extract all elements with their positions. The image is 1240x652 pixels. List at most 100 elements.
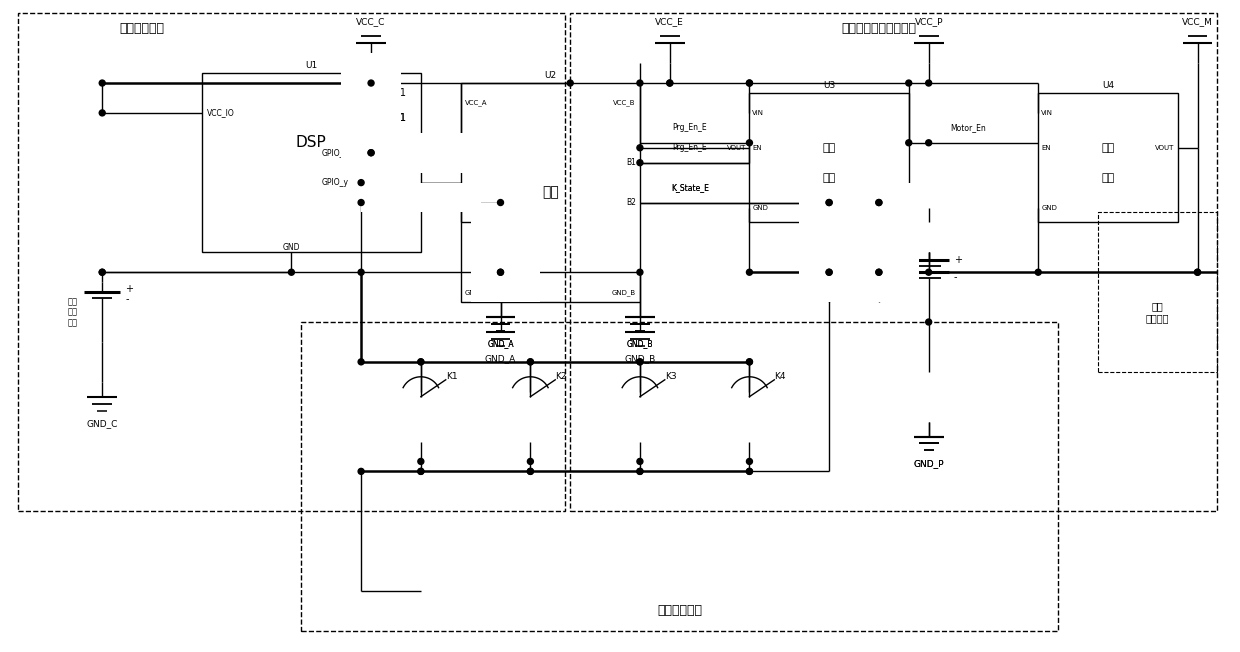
Circle shape bbox=[905, 140, 911, 146]
Text: GND: GND bbox=[283, 243, 300, 252]
Text: GND_B: GND_B bbox=[624, 354, 656, 363]
Circle shape bbox=[368, 80, 374, 86]
Circle shape bbox=[99, 269, 105, 275]
Circle shape bbox=[826, 269, 832, 275]
Text: 调焦控制机构: 调焦控制机构 bbox=[657, 604, 702, 617]
Circle shape bbox=[826, 200, 832, 205]
Bar bbox=[867, 213, 892, 252]
Text: Prg_En_E: Prg_En_E bbox=[672, 123, 707, 132]
Text: GPIO_x: GPIO_x bbox=[321, 148, 348, 157]
Text: U4: U4 bbox=[1102, 81, 1114, 89]
Circle shape bbox=[637, 468, 642, 475]
Bar bbox=[361, 133, 481, 173]
Text: VOUT: VOUT bbox=[727, 145, 746, 151]
Bar bbox=[358, 70, 383, 115]
Circle shape bbox=[746, 80, 753, 86]
Text: GND_A: GND_A bbox=[485, 354, 516, 363]
Text: VIN: VIN bbox=[753, 110, 764, 116]
Text: U1: U1 bbox=[305, 61, 317, 70]
Bar bbox=[461, 83, 640, 302]
Circle shape bbox=[746, 359, 753, 365]
Circle shape bbox=[368, 150, 374, 156]
Bar bbox=[358, 98, 383, 138]
Bar bbox=[471, 203, 541, 302]
Circle shape bbox=[527, 468, 533, 475]
Circle shape bbox=[826, 200, 832, 205]
Text: K4: K4 bbox=[774, 372, 786, 381]
Text: R2: R2 bbox=[523, 258, 536, 267]
Text: 电源: 电源 bbox=[1101, 143, 1115, 153]
Text: 电机
驱动电路: 电机 驱动电路 bbox=[1146, 301, 1169, 323]
Circle shape bbox=[497, 269, 503, 275]
Circle shape bbox=[99, 80, 105, 86]
Text: DSP: DSP bbox=[296, 135, 326, 150]
Bar bbox=[800, 183, 919, 302]
Circle shape bbox=[926, 80, 931, 86]
Text: K2: K2 bbox=[556, 372, 567, 381]
Text: GND_P: GND_P bbox=[914, 459, 944, 468]
Bar bbox=[489, 240, 513, 285]
Text: U3: U3 bbox=[823, 81, 836, 89]
Text: A2: A2 bbox=[465, 198, 475, 207]
Text: VCC_M: VCC_M bbox=[1182, 17, 1213, 26]
Text: VCC_E: VCC_E bbox=[656, 17, 684, 26]
Text: K3: K3 bbox=[665, 372, 677, 381]
Text: R1: R1 bbox=[393, 88, 407, 98]
Circle shape bbox=[875, 200, 882, 205]
Circle shape bbox=[567, 80, 573, 86]
Text: VCC_A: VCC_A bbox=[465, 100, 487, 106]
Text: GND_A: GND_A bbox=[487, 340, 513, 348]
Circle shape bbox=[637, 80, 642, 86]
Text: 芯片: 芯片 bbox=[822, 173, 836, 183]
Circle shape bbox=[637, 160, 642, 166]
Circle shape bbox=[368, 150, 374, 156]
Text: K_State_C: K_State_C bbox=[392, 163, 430, 172]
Circle shape bbox=[926, 319, 931, 325]
Bar bbox=[1038, 93, 1178, 222]
Text: GND_B: GND_B bbox=[626, 340, 653, 348]
Circle shape bbox=[289, 269, 294, 275]
Circle shape bbox=[826, 269, 832, 275]
Text: GND_P: GND_P bbox=[914, 459, 944, 468]
Text: U2: U2 bbox=[544, 70, 557, 80]
Text: K_State_E: K_State_E bbox=[671, 183, 708, 192]
Circle shape bbox=[497, 269, 503, 275]
Text: GND: GND bbox=[1042, 205, 1056, 211]
Circle shape bbox=[637, 468, 642, 475]
Bar bbox=[301, 322, 1058, 630]
Circle shape bbox=[358, 180, 365, 186]
Circle shape bbox=[926, 269, 931, 275]
Text: B1: B1 bbox=[626, 158, 636, 167]
Text: Prg_En_C: Prg_En_C bbox=[393, 133, 429, 142]
Text: R1: R1 bbox=[393, 113, 407, 123]
Text: -: - bbox=[954, 272, 957, 282]
Circle shape bbox=[527, 359, 533, 365]
Text: 电源: 电源 bbox=[822, 143, 836, 153]
Text: GND_B: GND_B bbox=[626, 340, 653, 348]
Circle shape bbox=[875, 269, 882, 275]
Text: -: - bbox=[125, 294, 129, 304]
Text: EN: EN bbox=[753, 145, 763, 151]
Circle shape bbox=[358, 269, 365, 275]
Circle shape bbox=[418, 359, 424, 365]
Text: VOUT: VOUT bbox=[1156, 145, 1174, 151]
Circle shape bbox=[637, 269, 642, 275]
Circle shape bbox=[667, 80, 673, 86]
Circle shape bbox=[358, 200, 365, 205]
Text: VIN: VIN bbox=[1042, 110, 1053, 116]
Circle shape bbox=[527, 458, 533, 464]
Circle shape bbox=[1194, 269, 1200, 275]
Text: R2: R2 bbox=[521, 252, 533, 262]
Text: GPIO_y: GPIO_y bbox=[321, 178, 348, 187]
Text: VCC_B: VCC_B bbox=[614, 100, 636, 106]
Text: R4: R4 bbox=[901, 258, 914, 267]
Circle shape bbox=[746, 458, 753, 464]
Circle shape bbox=[637, 359, 642, 365]
Text: K_State_E: K_State_E bbox=[671, 183, 708, 192]
Bar bbox=[358, 98, 383, 138]
Bar bbox=[361, 183, 481, 213]
Circle shape bbox=[746, 359, 753, 365]
Circle shape bbox=[667, 80, 673, 86]
Circle shape bbox=[875, 200, 882, 205]
Text: +: + bbox=[125, 284, 133, 294]
